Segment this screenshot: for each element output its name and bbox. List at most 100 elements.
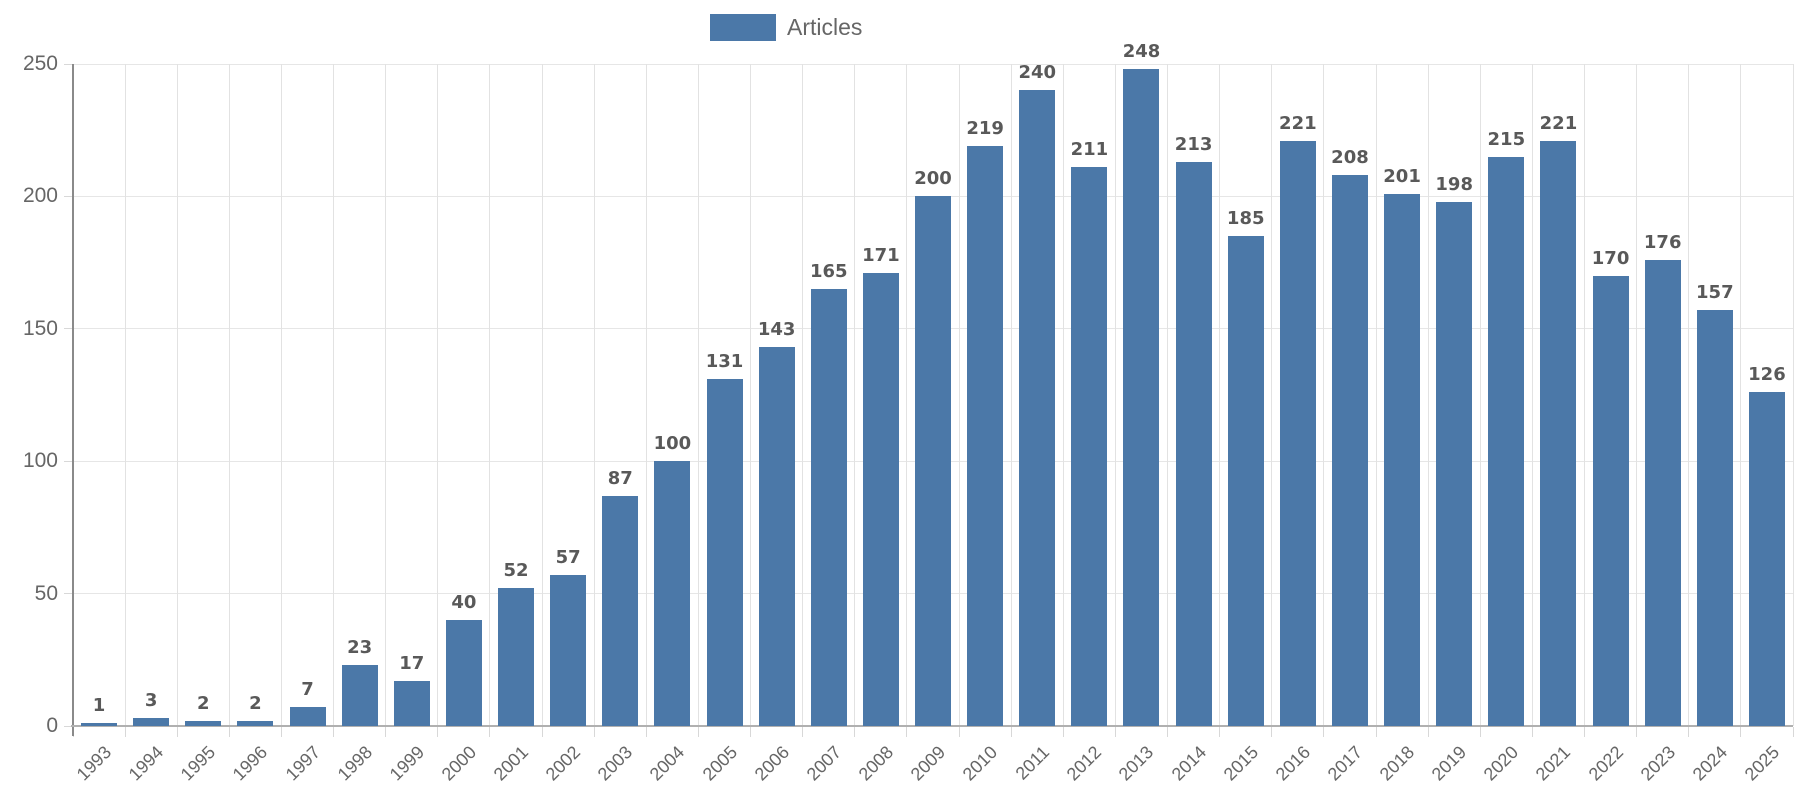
bar-value-label: 17 (399, 652, 425, 674)
bar-value-label: 201 (1383, 165, 1421, 187)
y-axis-tick (64, 63, 72, 65)
x-axis-tick (541, 727, 543, 737)
gridline-v (541, 64, 543, 726)
gridline-v (333, 64, 335, 726)
x-axis-tick (1114, 727, 1116, 737)
bar (758, 347, 795, 726)
x-axis-tick (1323, 727, 1325, 737)
bar-value-label: 143 (757, 319, 796, 341)
bar (1696, 310, 1733, 726)
gridline-h (73, 195, 1793, 197)
legend-item-articles[interactable]: Articles (710, 14, 862, 41)
gridline-v (1062, 64, 1064, 726)
gridline-v (280, 64, 282, 726)
y-axis-tick (64, 328, 72, 330)
bar-value-label: 221 (1279, 112, 1317, 134)
y-tick-label: 50 (34, 581, 58, 605)
x-axis-tick (1219, 727, 1221, 737)
bar (1071, 167, 1108, 726)
bar (1175, 161, 1212, 726)
gridline-v (1427, 64, 1429, 726)
bar (445, 620, 482, 726)
gridline-v (697, 64, 699, 726)
bar-value-label: 7 (301, 679, 314, 701)
y-tick-label: 150 (22, 316, 58, 340)
gridline-h (73, 63, 1793, 65)
bar (1592, 275, 1629, 726)
bar-value-label: 100 (653, 433, 692, 455)
gridline-v (1636, 64, 1638, 726)
bar (133, 718, 170, 726)
bar-value-label: 57 (555, 547, 581, 569)
bar-value-label: 2 (249, 692, 262, 714)
bar (1748, 392, 1785, 726)
x-axis-tick (1062, 727, 1064, 737)
gridline-v (176, 64, 178, 726)
bar (237, 720, 274, 726)
bar-value-label: 87 (607, 467, 633, 489)
y-axis-tick (64, 725, 72, 727)
x-axis-tick (489, 727, 491, 737)
bar (185, 720, 222, 726)
bar (289, 707, 326, 726)
y-tick-label: 0 (46, 714, 58, 737)
bar (706, 379, 743, 726)
bar-value-label: 2 (197, 692, 210, 714)
x-axis-tick (1584, 727, 1585, 737)
bar-value-label: 52 (503, 560, 529, 582)
y-axis-line (72, 64, 74, 736)
bar (967, 146, 1004, 726)
legend: Articles (710, 14, 862, 41)
bar (1644, 259, 1681, 726)
x-axis-tick (1636, 727, 1638, 737)
legend-swatch (710, 14, 776, 41)
bar-value-label: 221 (1539, 112, 1578, 134)
bar (654, 461, 691, 726)
bar (1488, 156, 1525, 726)
gridline-v (1271, 64, 1273, 726)
bar-value-label: 170 (1591, 247, 1630, 269)
y-axis-tick (64, 195, 72, 197)
bar (915, 196, 951, 726)
x-axis-tick (958, 727, 960, 737)
gridline-v (385, 64, 387, 726)
y-axis-tick (64, 460, 72, 462)
x-axis-tick (124, 727, 126, 737)
bar-value-label: 219 (966, 118, 1004, 140)
x-axis-tick (333, 727, 335, 737)
bar-value-label: 126 (1748, 364, 1786, 386)
gridline-v (1219, 64, 1221, 726)
x-axis-line (71, 725, 1793, 727)
gridline-v (750, 64, 752, 726)
bar (341, 665, 378, 726)
x-axis-tick (1271, 727, 1273, 737)
x-axis-tick (1792, 727, 1794, 737)
x-axis-tick (228, 727, 230, 737)
gridline-v (1740, 64, 1742, 726)
bar-value-label: 3 (144, 690, 158, 712)
x-axis-tick (1740, 727, 1742, 737)
x-axis-tick (385, 727, 387, 737)
gridline-v (593, 64, 595, 726)
gridline-v (1584, 64, 1585, 726)
x-axis-tick (854, 727, 856, 737)
bar-value-label: 23 (347, 637, 373, 659)
bar-value-label: 248 (1122, 41, 1161, 63)
bar (1540, 140, 1577, 726)
gridline-v (1114, 64, 1116, 726)
gridline-v (1531, 64, 1533, 726)
bar-value-label: 208 (1331, 147, 1369, 169)
gridline-v (1479, 64, 1481, 726)
bar-value-label: 240 (1018, 62, 1057, 84)
bar (1123, 69, 1160, 726)
bar-value-label: 198 (1435, 173, 1473, 195)
y-tick-label: 100 (22, 449, 58, 473)
bar (1019, 90, 1056, 726)
bar-value-label: 185 (1226, 208, 1265, 230)
legend-label: Articles (787, 14, 863, 40)
x-axis-tick (906, 727, 908, 737)
bar-value-label: 40 (451, 592, 477, 614)
bar (810, 289, 847, 726)
bar (550, 575, 587, 726)
x-axis-tick (1688, 727, 1690, 737)
